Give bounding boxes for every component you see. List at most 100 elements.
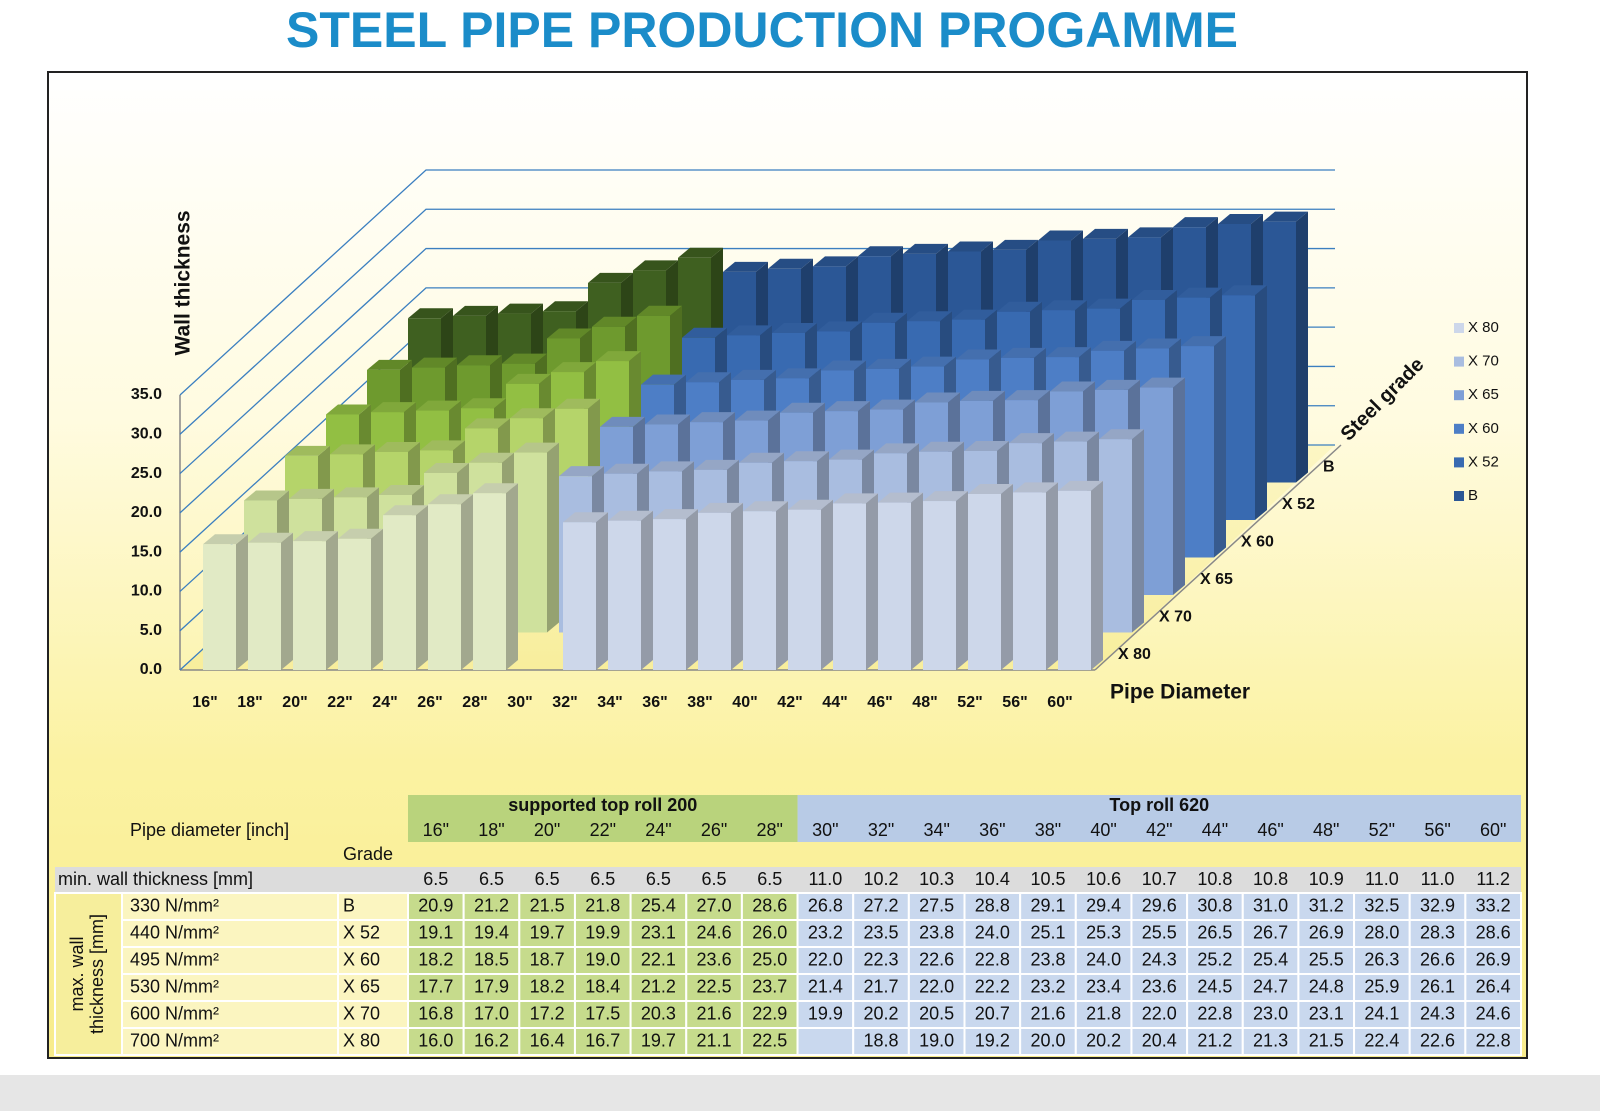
bar-top xyxy=(596,351,641,362)
bar-top xyxy=(821,360,866,371)
max-label-cell xyxy=(54,892,123,1056)
value: 32.9 xyxy=(1420,895,1455,915)
value: 28.0 xyxy=(1364,922,1399,942)
value-cell xyxy=(462,919,521,948)
bar-top xyxy=(1087,298,1132,309)
value-cell xyxy=(1353,1000,1411,1029)
bar-top xyxy=(907,311,952,322)
value: 21.2 xyxy=(641,976,676,996)
group-header xyxy=(797,795,1521,842)
bar-top xyxy=(784,451,829,462)
bar-top xyxy=(326,404,371,415)
value: 18.4 xyxy=(585,976,620,996)
value-cell xyxy=(740,919,799,948)
grid-line xyxy=(179,208,1335,435)
bar-side xyxy=(1173,377,1185,595)
bar xyxy=(698,502,743,670)
strength: 700 N/mm² xyxy=(130,1030,219,1050)
bar-top xyxy=(248,532,293,543)
bar-top xyxy=(653,509,698,520)
max-label-line: max. wall xyxy=(67,936,87,1011)
grade: X 80 xyxy=(343,1030,380,1050)
bar-side xyxy=(596,512,608,670)
value: 22.3 xyxy=(864,949,899,969)
diameter-header: 32" xyxy=(868,820,894,840)
bar-top xyxy=(592,316,637,327)
diameter-header: 36" xyxy=(979,820,1005,840)
x-axis-label: Pipe Diameter xyxy=(1110,681,1250,704)
value: 24.7 xyxy=(1253,976,1288,996)
x-tick-label: 16" xyxy=(192,694,217,711)
y-tick-label: 15.0 xyxy=(131,543,162,560)
bar-top xyxy=(424,463,469,473)
diameter-header: 52" xyxy=(1369,820,1395,840)
value-cell xyxy=(1408,946,1467,975)
bar-top xyxy=(420,440,465,451)
strength-cell xyxy=(121,892,339,921)
bar-top xyxy=(1177,287,1222,298)
bar-top xyxy=(514,442,559,453)
bar-top xyxy=(1009,433,1054,444)
bar-front xyxy=(788,509,821,670)
bar-top xyxy=(543,301,588,312)
bar-front xyxy=(1058,490,1091,670)
bar-top xyxy=(498,303,543,314)
legend-swatch xyxy=(1454,423,1464,434)
bar-front xyxy=(1140,387,1173,595)
value: 21.5 xyxy=(1309,1030,1344,1050)
strength-cell xyxy=(121,946,339,975)
value: 23.2 xyxy=(1030,976,1065,996)
bar-top xyxy=(461,398,506,409)
diameter-header: 34" xyxy=(923,820,949,840)
bar-top xyxy=(563,512,608,523)
value: 21.5 xyxy=(530,895,565,915)
value-cell xyxy=(573,919,632,948)
bar xyxy=(203,534,248,670)
value: 16.0 xyxy=(418,1030,453,1050)
group-title: supported top roll 200 xyxy=(508,795,697,815)
value: 22.6 xyxy=(919,949,954,969)
bar-front xyxy=(514,452,547,633)
value: 21.2 xyxy=(474,895,509,915)
diameter-header: 30" xyxy=(812,820,838,840)
bar-side xyxy=(1214,336,1226,558)
bar-top xyxy=(1038,230,1083,241)
value: 29.1 xyxy=(1030,895,1065,915)
bar-side xyxy=(326,531,338,670)
bar-top xyxy=(739,452,784,463)
value: 32.5 xyxy=(1364,895,1399,915)
bar-top xyxy=(874,443,919,454)
y-tick-label: 0.0 xyxy=(140,661,162,678)
bar-top xyxy=(964,441,1009,451)
bar-front xyxy=(203,544,236,670)
value: 18.5 xyxy=(474,949,509,969)
value: 22.8 xyxy=(1476,1030,1511,1050)
value-cell xyxy=(1297,1027,1356,1056)
bar xyxy=(1099,429,1144,633)
value-cell xyxy=(629,919,688,948)
value: 26.3 xyxy=(1364,949,1399,969)
grade: X 70 xyxy=(343,1003,380,1023)
bar-front xyxy=(383,515,416,670)
value: 20.7 xyxy=(975,1003,1010,1023)
value: 24.0 xyxy=(975,922,1010,942)
min-label: min. wall thickness [mm] xyxy=(58,869,253,889)
strength: 330 N/mm² xyxy=(130,895,219,915)
y-tick-label: 20.0 xyxy=(131,504,162,521)
bar xyxy=(788,499,833,670)
grade-cell xyxy=(337,1027,409,1056)
diameter-header: 22" xyxy=(590,820,616,840)
value: 18.7 xyxy=(530,949,565,969)
bar-top xyxy=(1005,390,1050,401)
value: 21.3 xyxy=(1253,1030,1288,1050)
x-tick-label: 60" xyxy=(1047,694,1072,711)
min-value: 11.0 xyxy=(1421,869,1455,889)
bar xyxy=(248,532,293,670)
value-cell xyxy=(1297,1000,1356,1029)
min-value: 10.6 xyxy=(1086,869,1121,889)
bar-front xyxy=(473,493,506,670)
legend-label: B xyxy=(1468,487,1478,504)
bar-top xyxy=(825,401,870,412)
bar-top xyxy=(878,492,923,503)
diameter-header: 42" xyxy=(1146,820,1172,840)
